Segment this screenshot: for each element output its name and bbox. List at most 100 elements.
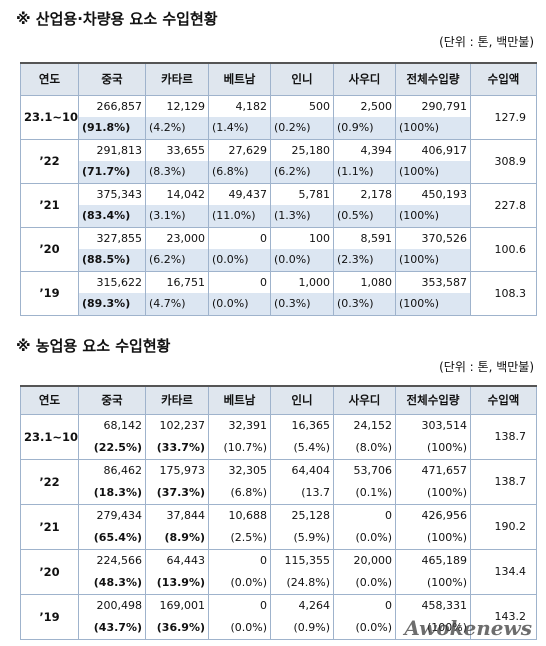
year-cell: 23.1~10 <box>20 413 79 460</box>
volume-cell: 175,973 <box>145 458 209 482</box>
year-cell: ’22 <box>20 458 79 505</box>
share-cell: (0.9%) <box>333 117 396 140</box>
volume-cell: 303,514 <box>395 413 471 437</box>
amount-cell: 227.8 <box>470 182 537 228</box>
header-row: 연도 중국 카타르 베트남 인니 사우디 전체수입량 수입액 <box>20 385 537 415</box>
share-row: (48.3%) (13.9%) (0.0%) (24.8%) (0.0%) (100%) <box>21 571 537 595</box>
share-cell: (0.0%) <box>208 293 271 316</box>
header-cell: 사우디 <box>333 385 396 415</box>
volume-cell: 12,129 <box>145 94 209 117</box>
share-cell: (8.9%) <box>145 526 209 550</box>
share-row: (65.4%) (8.9%) (2.5%) (5.9%) (0.0%) (100%) <box>21 526 537 550</box>
volume-cell: 32,305 <box>208 458 271 482</box>
volume-cell: 2,178 <box>333 182 396 205</box>
volume-cell: 266,857 <box>78 94 146 117</box>
share-cell: (100%) <box>395 481 471 505</box>
share-cell: (91.8%) <box>78 117 146 140</box>
volume-cell: 4,394 <box>333 138 396 161</box>
value-row: ’21 375,343 14,042 49,437 5,781 2,178 450,193 2… <box>20 182 537 228</box>
share-cell: (100%) <box>395 249 471 272</box>
volume-cell: 370,526 <box>395 226 471 249</box>
share-cell: (5.4%) <box>270 436 334 460</box>
header-cell: 중국 <box>78 385 146 415</box>
volume-cell: 0 <box>208 548 271 572</box>
value-row: ’20 224,566 64,443 0 115,355 20,000 465,189 134… <box>20 548 537 595</box>
volume-cell: 24,152 <box>333 413 396 437</box>
value-row: ’19 315,622 16,751 0 1,000 1,080 353,587 108.3 <box>20 270 537 316</box>
share-cell: (0.0%) <box>333 616 396 640</box>
share-cell: (2.5%) <box>208 526 271 550</box>
amount-cell: 134.4 <box>470 548 537 595</box>
year-cell: ’22 <box>20 138 79 184</box>
volume-cell: 1,000 <box>270 270 334 293</box>
share-cell: (5.9%) <box>270 526 334 550</box>
volume-cell: 450,193 <box>395 182 471 205</box>
share-cell: (0.1%) <box>333 481 396 505</box>
volume-cell: 37,844 <box>145 503 209 527</box>
share-cell: (100%) <box>395 436 471 460</box>
value-row: 23.1~10 68,142 102,237 32,391 16,365 24,152 30… <box>20 413 537 460</box>
volume-cell: 53,706 <box>333 458 396 482</box>
share-row: (83.4%) (3.1%) (11.0%) (1.3%) (0.5%) (100%) <box>21 205 537 228</box>
header-cell: 카타르 <box>145 62 209 96</box>
share-row: (71.7%) (8.3%) (6.8%) (6.2%) (1.1%) (100%) <box>21 161 537 184</box>
volume-cell: 465,189 <box>395 548 471 572</box>
header-cell: 중국 <box>78 62 146 96</box>
volume-cell: 16,365 <box>270 413 334 437</box>
share-cell: (0.0%) <box>208 616 271 640</box>
share-cell: (83.4%) <box>78 205 146 228</box>
share-cell: (43.7%) <box>78 616 146 640</box>
share-cell: (6.2%) <box>145 249 209 272</box>
share-row: (43.7%) (36.9%) (0.0%) (0.9%) (0.0%) (100%) <box>21 616 537 640</box>
volume-cell: 25,180 <box>270 138 334 161</box>
share-row: (22.5%) (33.7%) (10.7%) (5.4%) (8.0%) (100%) <box>21 436 537 460</box>
volume-cell: 426,956 <box>395 503 471 527</box>
volume-cell: 64,443 <box>145 548 209 572</box>
volume-cell: 0 <box>208 593 271 617</box>
volume-cell: 0 <box>333 593 396 617</box>
volume-cell: 2,500 <box>333 94 396 117</box>
share-cell: (24.8%) <box>270 571 334 595</box>
data-table: 연도 중국 카타르 베트남 인니 사우디 전체수입량 수입액 23.1~10 68,142 102,… <box>20 385 537 640</box>
volume-cell: 23,000 <box>145 226 209 249</box>
share-cell: (71.7%) <box>78 161 146 184</box>
header-cell: 전체수입량 <box>395 62 471 96</box>
volume-cell: 86,462 <box>78 458 146 482</box>
share-cell: (100%) <box>395 571 471 595</box>
year-cell: ’20 <box>20 548 79 595</box>
share-cell: (0.0%) <box>270 249 334 272</box>
share-cell: (4.7%) <box>145 293 209 316</box>
share-cell: (3.1%) <box>145 205 209 228</box>
share-cell: (8.3%) <box>145 161 209 184</box>
share-cell: (48.3%) <box>78 571 146 595</box>
header-cell: 인니 <box>270 385 334 415</box>
amount-cell: 127.9 <box>470 94 537 140</box>
data-table: 연도 중국 카타르 베트남 인니 사우디 전체수입량 수입액 23.1~10 266,857 12,… <box>20 62 537 316</box>
volume-cell: 500 <box>270 94 334 117</box>
share-cell: (100%) <box>395 117 471 140</box>
share-cell: (100%) <box>395 161 471 184</box>
share-cell: (13.7 <box>270 481 334 505</box>
header-cell: 수입액 <box>470 385 537 415</box>
share-cell: (100%) <box>395 205 471 228</box>
volume-cell: 33,655 <box>145 138 209 161</box>
header-cell: 연도 <box>20 62 79 96</box>
share-cell: (2.3%) <box>333 249 396 272</box>
amount-cell: 138.7 <box>470 458 537 505</box>
share-cell: (0.5%) <box>333 205 396 228</box>
volume-cell: 315,622 <box>78 270 146 293</box>
share-cell: (0.9%) <box>270 616 334 640</box>
share-cell: (100%) <box>395 526 471 550</box>
value-row: ’22 86,462 175,973 32,305 64,404 53,706 471,65… <box>20 458 537 505</box>
header-cell: 연도 <box>20 385 79 415</box>
share-cell: (33.7%) <box>145 436 209 460</box>
value-row: 23.1~10 266,857 12,129 4,182 500 2,500 290,791… <box>20 94 537 140</box>
share-cell: (100%) <box>395 293 471 316</box>
share-cell: (88.5%) <box>78 249 146 272</box>
year-cell: ’21 <box>20 182 79 228</box>
unit-note: (단위 : 톤, 백만불) <box>439 360 534 374</box>
volume-cell: 0 <box>333 503 396 527</box>
header-cell: 카타르 <box>145 385 209 415</box>
year-cell: ’20 <box>20 226 79 272</box>
